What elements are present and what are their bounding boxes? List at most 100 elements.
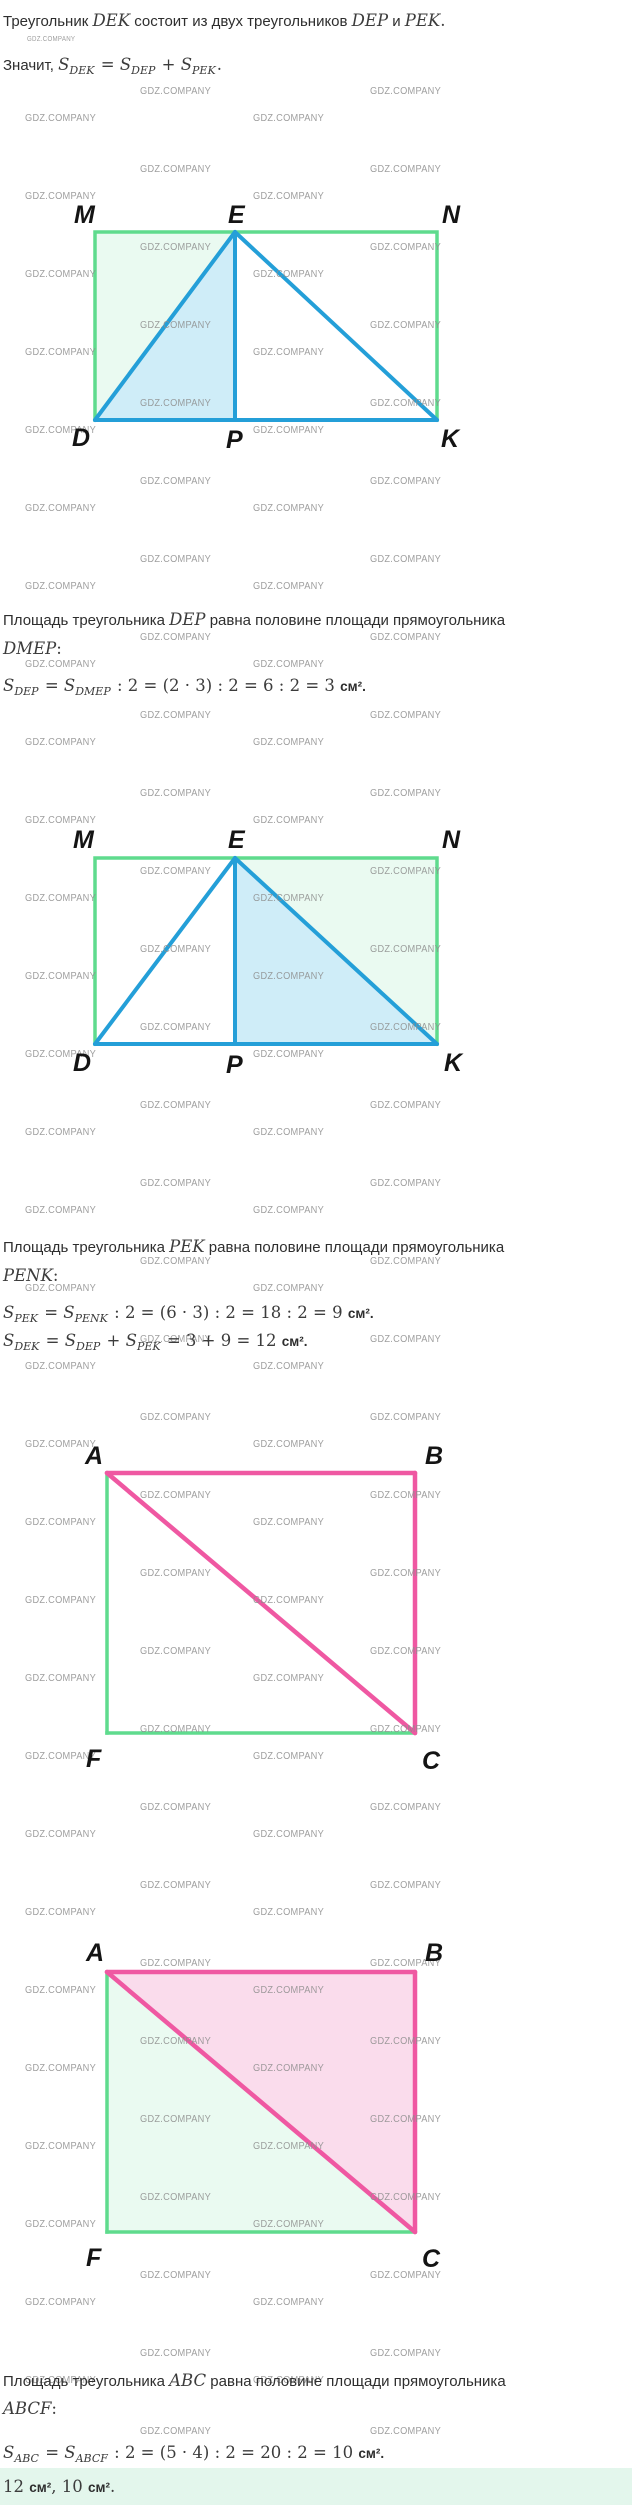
watermark-text: GDZ.COMPANY [370,1879,442,1891]
watermark-text: GDZ.COMPANY [25,892,97,904]
watermark-text: GDZ.COMPANY [140,163,212,175]
watermark-text: GDZ.COMPANY [253,2140,325,2152]
watermark-text: GDZ.COMPANY [370,397,442,409]
watermark-text: GDZ.COMPANY [25,346,97,358]
watermark-text: GDZ.COMPANY [370,631,442,643]
watermark-text: GDZ.COMPANY [25,424,97,436]
watermark-text: GDZ.COMPANY [140,865,212,877]
watermark-text: GDZ.COMPANY [253,1516,325,1528]
intro-formula: Значит, SDEK = SDEP + SPEK. [3,55,222,77]
watermark-text: GDZ.COMPANY [140,553,212,565]
watermark-text: GDZ.COMPANY [370,475,442,487]
watermark-text: GDZ.COMPANY [25,1750,97,1762]
watermark-text: GDZ.COMPANY [25,1828,97,1840]
diagram-2 [93,856,439,1046]
watermark-text: GDZ.COMPANY [370,865,442,877]
vertex-label-K2: K [444,1049,463,1077]
watermark-text: GDZ.COMPANY [253,2218,325,2230]
watermark-text: GDZ.COMPANY [253,1906,325,1918]
abc-sentence: Площадь треугольника ABC равна половине … [3,2371,506,2390]
watermark-text: GDZ.COMPANY [140,1177,212,1189]
vertex-label-P: P [226,426,243,454]
watermark-text: GDZ.COMPANY [140,709,212,721]
watermark-text: GDZ.COMPANY [25,736,97,748]
watermark-text: GDZ.COMPANY [370,2347,442,2359]
watermark-text: GDZ.COMPANY [253,346,325,358]
watermark-text: GDZ.COMPANY [27,36,76,43]
diagram1-side-EK [233,230,439,422]
watermark-text: GDZ.COMPANY [25,112,97,124]
watermark-text: GDZ.COMPANY [25,1438,97,1450]
watermark-text: GDZ.COMPANY [370,2113,442,2125]
watermark-text: GDZ.COMPANY [253,1828,325,1840]
watermark-text: GDZ.COMPANY [140,85,212,97]
watermark-text: GDZ.COMPANY [253,190,325,202]
vertex-label-E2: E [228,826,245,854]
vertex-label-F2: F [86,2244,102,2272]
watermark-text: GDZ.COMPANY [253,424,325,436]
watermark-text: GDZ.COMPANY [370,709,442,721]
watermark-text: GDZ.COMPANY [370,163,442,175]
vertex-label-E: E [228,201,245,229]
watermark-text: GDZ.COMPANY [370,1411,442,1423]
watermark-text: GDZ.COMPANY [25,2296,97,2308]
watermark-text: GDZ.COMPANY [253,112,325,124]
watermark-text: GDZ.COMPANY [370,2269,442,2281]
watermark-text: GDZ.COMPANY [253,2062,325,2074]
watermark-text: GDZ.COMPANY [140,1255,212,1267]
watermark-text: GDZ.COMPANY [140,1099,212,1111]
watermark-text: GDZ.COMPANY [140,1489,212,1501]
intro-sentence: Треугольник DEK состоит из двух треуголь… [3,11,446,30]
watermark-text: GDZ.COMPANY [370,1801,442,1813]
diagram-4 [104,1969,418,2235]
abc-area-formula: SABC = SABCF : 2 = (5 · 4) : 2 = 20 : 2 … [3,2443,385,2465]
dep-area-formula: SDEP = SDMEP : 2 = (2 · 3) : 2 = 6 : 2 =… [3,676,366,698]
watermark-text: GDZ.COMPANY [140,2113,212,2125]
diagram2-side-DE [93,856,237,1046]
vertex-label-D: D [72,424,91,452]
diagram-1 [93,230,439,422]
watermark-text: GDZ.COMPANY [25,2374,97,2386]
vertex-label-B: B [425,1442,444,1470]
watermark-text: GDZ.COMPANY [25,1282,97,1294]
watermark-text: GDZ.COMPANY [25,1360,97,1372]
watermark-text: GDZ.COMPANY [140,631,212,643]
watermark-text: GDZ.COMPANY [140,1411,212,1423]
watermark-text: GDZ.COMPANY [140,787,212,799]
watermark-text: GDZ.COMPANY [25,970,97,982]
vertex-label-F: F [86,1745,102,1773]
watermark-text: GDZ.COMPANY [25,2062,97,2074]
diagram4-diagonal-AC [104,1969,418,2235]
watermark-text: GDZ.COMPANY [140,1333,212,1345]
watermark-text: GDZ.COMPANY [253,736,325,748]
watermark-text: GDZ.COMPANY [370,1723,442,1735]
dek-total-formula: SDEK = SDEP + SPEK = 3 + 9 = 12 см². [3,1331,308,1353]
vertex-label-A: A [85,1442,104,1470]
vertex-label-C2: C [422,2245,441,2273]
abc-rect-name: ABCF: [3,2399,57,2418]
watermark-text: GDZ.COMPANY [25,580,97,592]
vertex-label-D2: D [73,1049,92,1077]
watermark-text: GDZ.COMPANY [140,319,212,331]
watermark-text: GDZ.COMPANY [370,1177,442,1189]
answer-highlight [0,2468,632,2505]
watermark-text: GDZ.COMPANY [253,1672,325,1684]
watermark-text: GDZ.COMPANY [370,241,442,253]
watermark-text: GDZ.COMPANY [140,1879,212,1891]
watermark-text: GDZ.COMPANY [253,1594,325,1606]
vertex-label-N2: N [442,826,461,854]
pek-sentence: Площадь треугольника PEK равна половине … [3,1237,505,1256]
watermark-text: GDZ.COMPANY [25,1906,97,1918]
watermark-text: GDZ.COMPANY [140,2347,212,2359]
watermark-text: GDZ.COMPANY [140,241,212,253]
watermark-text: GDZ.COMPANY [253,502,325,514]
watermark-text: GDZ.COMPANY [370,1645,442,1657]
watermark-text: GDZ.COMPANY [253,658,325,670]
watermark-text: GDZ.COMPANY [370,1567,442,1579]
watermark-text: GDZ.COMPANY [140,1957,212,1969]
vertex-label-C: C [422,1747,441,1775]
pek-rect-name: PENK: [3,1266,59,1285]
vertex-label-N: N [442,201,461,229]
watermark-text: GDZ.COMPANY [140,943,212,955]
